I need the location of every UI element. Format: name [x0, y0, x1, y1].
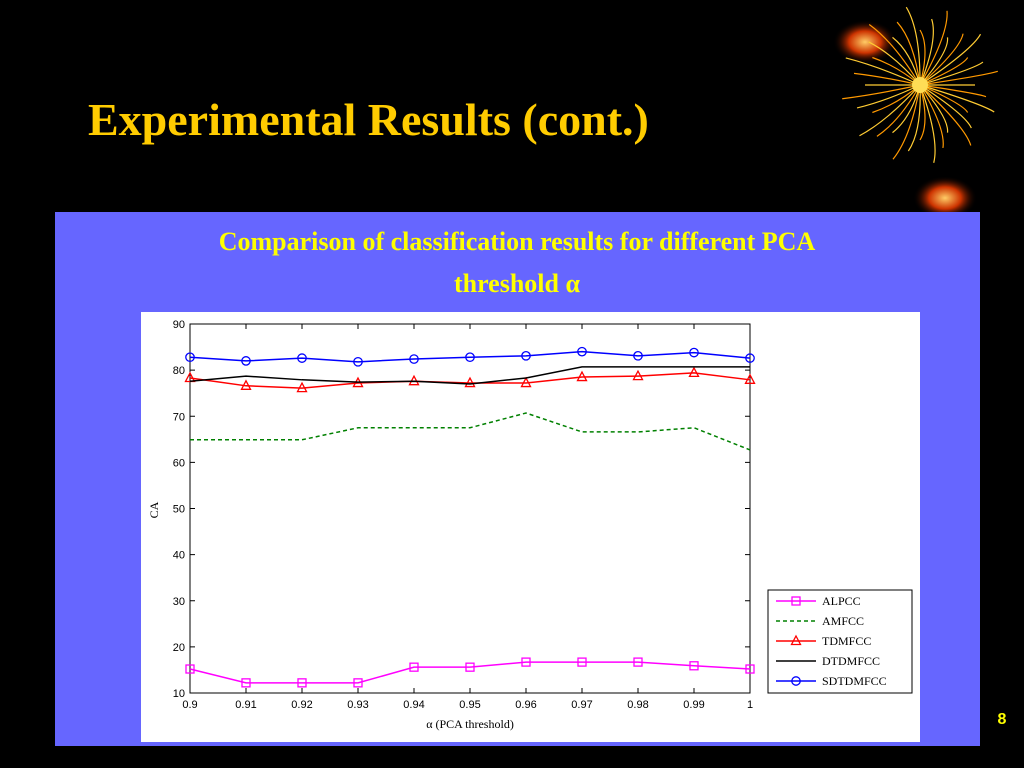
data-point: [464, 376, 476, 388]
y-tick-label: 80: [173, 365, 185, 377]
legend-marker: [791, 676, 801, 686]
x-tick-label: 0.99: [683, 699, 704, 711]
data-point: [689, 347, 699, 358]
series-line: [189, 366, 750, 385]
data-point: [688, 366, 700, 378]
data-point: [184, 371, 196, 383]
decoration: [919, 33, 964, 86]
y-tick-label: 20: [173, 642, 185, 654]
decoration: [896, 21, 921, 86]
x-axis-label: α (PCA threshold): [426, 717, 514, 731]
decoration: [919, 18, 934, 86]
decoration: [919, 84, 987, 98]
x-tick-label: 0.96: [515, 699, 536, 711]
decoration: [919, 84, 936, 163]
decoration: [833, 20, 897, 64]
data-point: [744, 373, 756, 384]
data-point: [408, 374, 420, 386]
legend-marker: [790, 634, 802, 646]
decoration: [919, 84, 972, 146]
data-point: [521, 350, 531, 361]
x-tick-label: 0.95: [459, 699, 480, 711]
decoration: [913, 176, 977, 220]
data-point: [465, 352, 475, 363]
data-point: [633, 350, 643, 361]
data-point: [633, 657, 643, 667]
y-tick-label: 70: [173, 411, 185, 423]
data-point: [240, 379, 252, 390]
caption: threshold α: [454, 269, 580, 298]
decoration: [868, 23, 921, 86]
data-point: [409, 662, 419, 672]
data-point: [297, 678, 307, 688]
data-point: [577, 346, 587, 357]
legend-label: ALPCC: [822, 594, 861, 608]
decoration: [905, 6, 921, 86]
decoration: [919, 61, 984, 86]
data-point: [745, 353, 755, 363]
y-tick-label: 30: [173, 596, 185, 608]
x-tick-label: 0.92: [291, 699, 312, 711]
legend-label: AMFCC: [822, 614, 864, 628]
data-point: [632, 369, 644, 381]
x-tick-label: 1: [747, 699, 753, 711]
decoration: [919, 70, 998, 86]
data-point: [296, 381, 308, 393]
data-point: [409, 354, 419, 364]
series-line: [189, 661, 751, 684]
decoration: [842, 6, 998, 163]
decoration: [912, 77, 928, 93]
x-tick-label: 0.91: [235, 699, 256, 711]
legend-label: SDTDMFCC: [822, 674, 887, 688]
data-point: [185, 352, 195, 363]
data-point: [745, 664, 755, 674]
decoration: [919, 33, 982, 86]
data-point: [297, 353, 307, 363]
series-line: [189, 350, 751, 363]
data-point: [185, 664, 195, 674]
data-point: [241, 356, 251, 366]
decoration: [892, 84, 921, 160]
slide-number: 8: [998, 711, 1007, 728]
x-tick-label: 0.98: [627, 699, 648, 711]
data-point: [241, 678, 251, 688]
decoration: [859, 84, 921, 137]
decoration: [919, 84, 972, 129]
decoration: [919, 84, 995, 113]
x-tick-label: 0.97: [571, 699, 592, 711]
data-point: [465, 662, 475, 672]
data-point: [689, 661, 699, 671]
series-line: [190, 412, 751, 451]
data-point: [520, 376, 532, 388]
legend-marker: [791, 596, 801, 606]
decoration: [919, 10, 948, 86]
data-point: [576, 370, 588, 382]
decoration: [842, 84, 921, 100]
data-point: [353, 356, 363, 367]
data-point: [521, 657, 531, 667]
decoration: [845, 57, 921, 86]
x-tick-label: 0.94: [403, 699, 424, 711]
x-tick-label: 0.9: [182, 699, 197, 711]
x-tick-label: 0.93: [347, 699, 368, 711]
decoration: [907, 84, 921, 152]
y-tick-label: 60: [173, 457, 185, 469]
data-point: [577, 657, 587, 667]
series-line: [189, 372, 751, 389]
y-tick-label: 10: [173, 688, 185, 700]
y-axis-label: CA: [147, 501, 161, 518]
decoration: [919, 84, 944, 149]
caption: Comparison of classification results for…: [219, 227, 816, 256]
legend-label: TDMFCC: [822, 634, 871, 648]
y-tick-label: 50: [173, 504, 185, 516]
legend-label: DTDMFCC: [822, 654, 880, 668]
y-tick-label: 90: [173, 319, 185, 331]
slide-title: Experimental Results (cont.): [88, 94, 649, 145]
data-point: [353, 678, 363, 688]
y-tick-label: 40: [173, 550, 185, 562]
